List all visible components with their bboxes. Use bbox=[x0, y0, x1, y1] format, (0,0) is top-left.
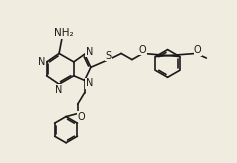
Text: S: S bbox=[106, 51, 112, 61]
Text: N: N bbox=[38, 57, 46, 67]
Text: O: O bbox=[139, 45, 147, 55]
Text: N: N bbox=[86, 78, 93, 89]
Text: N: N bbox=[55, 85, 63, 95]
Text: O: O bbox=[194, 45, 202, 55]
Text: O: O bbox=[78, 112, 85, 122]
Text: N: N bbox=[86, 47, 93, 57]
Text: NH₂: NH₂ bbox=[54, 28, 73, 38]
